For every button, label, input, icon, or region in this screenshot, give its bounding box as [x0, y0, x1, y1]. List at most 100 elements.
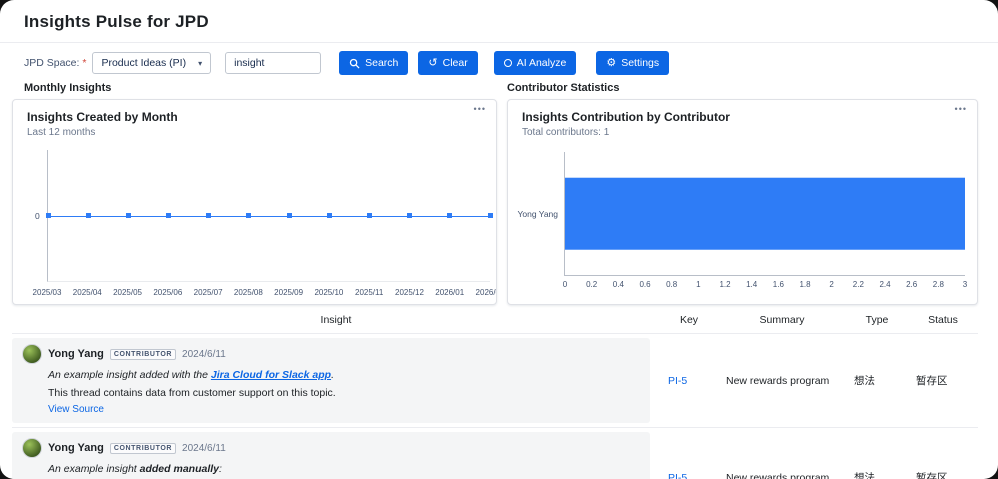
clear-button-label: Clear	[442, 57, 468, 69]
space-label: JPD Space: *	[24, 57, 87, 69]
insight-date: 2024/6/11	[182, 442, 226, 454]
keyword-input[interactable]	[225, 52, 322, 74]
x-tick-label: 2025/03	[32, 288, 62, 297]
settings-button[interactable]: ⚙ Settings	[596, 51, 670, 75]
issue-key-link[interactable]: PI-5	[668, 374, 688, 387]
issue-key-link[interactable]: PI-5	[668, 471, 688, 479]
x-tick-label: 0.6	[639, 280, 651, 289]
bar-chart-plot: 0 0.2 0.4 0.6 0.8 1 1.2 1.4 1.6 1.8 2 2.2 2.4 2.6 2.8 3	[563, 152, 967, 289]
type-cell: 想法	[854, 472, 875, 479]
header-summary: Summary	[759, 314, 805, 326]
space-select[interactable]: Product Ideas (PI) ▾	[92, 52, 212, 74]
author-name: Yong Yang	[48, 348, 104, 360]
x-tick-label: 1.4	[746, 280, 758, 289]
bar-chart: Yong Yang 0 0.2 0.4 0.6 0.8 1 1.2 1.4 1.6 1.8 2 2.2…	[516, 152, 967, 298]
toolbar: JPD Space: * Product Ideas (PI) ▾ Search…	[0, 43, 998, 79]
avatar	[22, 344, 42, 364]
page-header: Insights Pulse for JPD	[0, 0, 998, 43]
avatar	[22, 438, 42, 458]
insight-body: This thread contains data from customer …	[48, 387, 336, 399]
x-tick-label: 2026/02	[475, 288, 496, 297]
insight-rows: Yong Yang CONTRIBUTOR 2024/6/11 An example …	[12, 334, 978, 479]
data-point	[326, 213, 332, 218]
view-source-link[interactable]: View Source	[48, 404, 104, 415]
search-button-label: Search	[365, 57, 399, 69]
x-tick-label: 2.6	[906, 280, 918, 289]
x-tick-label: 2025/09	[274, 288, 304, 297]
x-tick-label: 2025/07	[193, 288, 223, 297]
x-tick-label: 1.8	[799, 280, 811, 289]
line-chart-title: Insights Created by Month	[27, 110, 178, 124]
x-tick-label: 0.2	[586, 280, 598, 289]
x-tick-label: 2025/04	[72, 288, 102, 297]
key-cell: PI-5	[660, 375, 718, 387]
key-cell: PI-5	[660, 472, 718, 479]
ai-analyze-button-label: AI Analyze	[516, 57, 567, 69]
card-more-menu-icon[interactable]: •••	[473, 104, 486, 114]
settings-button-label: Settings	[621, 57, 660, 69]
insight-cell: Yong Yang CONTRIBUTOR 2024/6/11 An example …	[12, 432, 650, 479]
insight-cell: Yong Yang CONTRIBUTOR 2024/6/11 An example …	[12, 338, 650, 423]
x-tick-label: 2026/01	[435, 288, 465, 297]
page-title: Insights Pulse for JPD	[24, 12, 209, 31]
x-tick-label: 0.8	[666, 280, 678, 289]
line-chart-plot: 0	[35, 150, 493, 282]
clear-button[interactable]: ↺ Clear	[418, 51, 478, 75]
search-icon	[349, 58, 360, 69]
x-tick-label: 2025/06	[153, 288, 183, 297]
insight-intro: An example insight added manually:	[48, 463, 222, 475]
x-tick-label: 2025/08	[233, 288, 263, 297]
data-point	[407, 213, 413, 218]
x-tick-label: 0.4	[612, 280, 624, 289]
insight-header: Yong Yang CONTRIBUTOR 2024/6/11	[22, 438, 640, 458]
undo-icon: ↺	[428, 56, 438, 69]
data-point	[206, 213, 212, 218]
x-tick-label: 1.6	[772, 280, 784, 289]
bar-chart-title: Insights Contribution by Contributor	[522, 110, 730, 124]
summary-cell: New rewards program	[726, 374, 830, 387]
contributor-badge: CONTRIBUTOR	[109, 348, 177, 360]
header-type: Type	[865, 314, 889, 326]
x-tick-label: 1.2	[719, 280, 731, 289]
x-tick-label: 0	[562, 280, 568, 289]
x-tick-label: 2025/11	[355, 288, 384, 297]
required-asterisk: *	[82, 57, 87, 69]
data-point	[125, 213, 131, 218]
table-row: Yong Yang CONTRIBUTOR 2024/6/11 An example …	[12, 334, 978, 428]
card-more-menu-icon[interactable]: •••	[954, 104, 967, 114]
type-cell: 想法	[854, 375, 875, 387]
line-x-labels: 2025/03 2025/04 2025/05 2025/06 2025/07 2025/…	[33, 285, 496, 298]
chevron-down-icon: ▾	[198, 58, 203, 68]
insight-date: 2024/6/11	[182, 348, 226, 360]
x-tick-label: 2.4	[879, 280, 891, 289]
header-insight: Insight	[320, 314, 352, 326]
contributor-statistics-label: Contributor Statistics	[507, 82, 620, 94]
monthly-insights-card: ••• Insights Created by Month Last 12 mo…	[12, 99, 497, 305]
contributor-statistics-card: ••• Insights Contribution by Contributor…	[507, 99, 978, 305]
status-cell: 暂存区	[916, 472, 948, 479]
x-tick-label: 2.8	[932, 280, 944, 289]
data-point	[85, 213, 91, 218]
charts-row: ••• Insights Created by Month Last 12 mo…	[0, 99, 998, 305]
x-tick-label: 2025/12	[394, 288, 424, 297]
line-chart: 0 2025/03 2025/04 2025/05 2025/06 2025/07 202…	[33, 150, 496, 298]
data-point	[447, 213, 453, 218]
x-tick-label: 2025/05	[113, 288, 142, 297]
y-axis-tick-label: 0	[35, 210, 40, 221]
data-point	[487, 213, 493, 218]
line-series	[45, 213, 493, 218]
ai-analyze-button[interactable]: AI Analyze	[493, 51, 577, 75]
data-point	[166, 213, 172, 218]
data-point	[366, 213, 372, 218]
insight-intro: An example insight added with the Jira C…	[48, 369, 334, 381]
header-key: Key	[679, 314, 699, 326]
search-button[interactable]: Search	[339, 51, 409, 75]
bar-chart-subtitle: Total contributors: 1	[522, 127, 610, 138]
data-point	[286, 213, 292, 218]
insight-intro-link[interactable]: Jira Cloud for Slack app	[210, 369, 332, 381]
insights-table: Insight Key Summary Type Status Yong Yan…	[0, 305, 998, 479]
data-point	[45, 213, 51, 218]
data-point	[246, 213, 252, 218]
line-chart-subtitle: Last 12 months	[27, 127, 96, 138]
